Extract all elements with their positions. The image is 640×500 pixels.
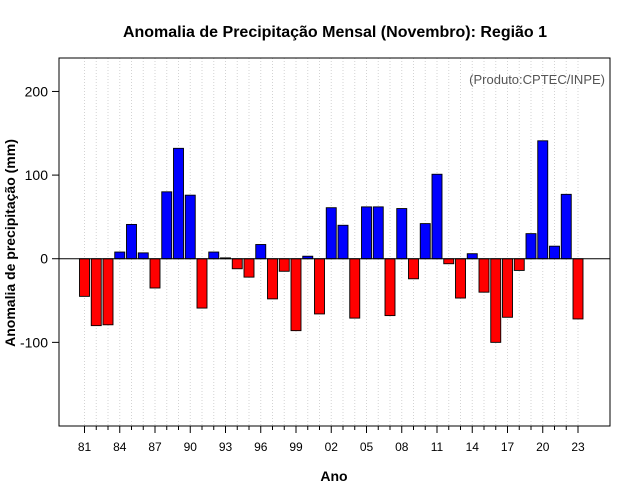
bar-21 bbox=[549, 245, 560, 260]
bar-01 bbox=[314, 258, 325, 315]
x-tick-label: 08 bbox=[395, 440, 409, 454]
grid-layer bbox=[84, 58, 579, 426]
x-tick-label: 11 bbox=[431, 440, 444, 454]
bar-89 bbox=[173, 147, 184, 260]
bar-19 bbox=[525, 233, 537, 260]
bar-87 bbox=[149, 258, 161, 289]
bar-14 bbox=[466, 253, 478, 260]
x-tick-label: 20 bbox=[536, 440, 550, 454]
x-tick-label: 02 bbox=[325, 440, 339, 454]
bar-98 bbox=[278, 258, 290, 272]
bar-88 bbox=[161, 191, 173, 260]
bar-20 bbox=[537, 140, 549, 260]
bar-06 bbox=[372, 206, 384, 260]
bar-16 bbox=[490, 258, 502, 343]
x-tick-label: 81 bbox=[78, 440, 92, 454]
bar-11 bbox=[431, 173, 443, 260]
bar-15 bbox=[478, 258, 490, 293]
bar-96 bbox=[255, 244, 267, 260]
bar-82 bbox=[90, 258, 102, 327]
y-tick-label: 100 bbox=[25, 167, 49, 183]
x-tick-label: 99 bbox=[289, 440, 303, 454]
x-tick-label: 23 bbox=[571, 440, 585, 454]
bar-95 bbox=[243, 258, 255, 278]
x-tick-label: 87 bbox=[148, 440, 162, 454]
bar-07 bbox=[384, 258, 396, 317]
bar-03 bbox=[337, 224, 349, 260]
bar-97 bbox=[267, 258, 278, 300]
plot-frame bbox=[58, 57, 611, 427]
bar-13 bbox=[455, 258, 466, 299]
y-tick-label: 200 bbox=[25, 83, 49, 99]
x-tick-label: 84 bbox=[113, 440, 127, 454]
y-axis: -100 0 100 200 bbox=[20, 83, 59, 350]
bar-08 bbox=[396, 208, 408, 260]
bar-91 bbox=[196, 258, 208, 309]
bar-84 bbox=[114, 251, 126, 260]
x-axis: 81 84 87 90 93 96 99 02 05 08 11 14 17 20 23 bbox=[78, 426, 585, 454]
bar-85 bbox=[126, 223, 137, 260]
x-tick-label: 90 bbox=[184, 440, 198, 454]
bars-layer bbox=[79, 140, 584, 343]
x-tick-label: 17 bbox=[501, 440, 515, 454]
bar-04 bbox=[349, 258, 361, 319]
bar-22 bbox=[560, 193, 572, 260]
bar-86 bbox=[137, 252, 149, 260]
y-tick-label: -100 bbox=[20, 334, 48, 350]
credit-label: (Produto:CPTEC/INPE) bbox=[469, 72, 605, 87]
x-tick-label: 05 bbox=[360, 440, 374, 454]
bar-17 bbox=[502, 258, 513, 318]
bar-90 bbox=[184, 194, 196, 260]
chart-title: Anomalia de Precipitação Mensal (Novembr… bbox=[123, 24, 547, 41]
bar-81 bbox=[79, 258, 90, 297]
bar-02 bbox=[325, 207, 337, 260]
y-tick-label: 0 bbox=[40, 251, 48, 267]
x-tick-label: 93 bbox=[219, 440, 233, 454]
x-tick-label: 96 bbox=[254, 440, 268, 454]
x-tick-label: 14 bbox=[466, 440, 480, 454]
bar-99 bbox=[290, 258, 302, 332]
bar-12 bbox=[443, 258, 455, 265]
bar-94 bbox=[231, 258, 243, 270]
bar-09 bbox=[408, 258, 419, 280]
bar-18 bbox=[513, 258, 525, 271]
bar-10 bbox=[419, 223, 431, 260]
y-axis-title: Anomalia de precipitação (mm) bbox=[2, 139, 18, 347]
bar-92 bbox=[208, 251, 220, 260]
bar-83 bbox=[102, 258, 114, 326]
x-axis-title: Ano bbox=[320, 468, 347, 484]
bar-05 bbox=[361, 206, 372, 260]
bar-23 bbox=[572, 258, 584, 320]
